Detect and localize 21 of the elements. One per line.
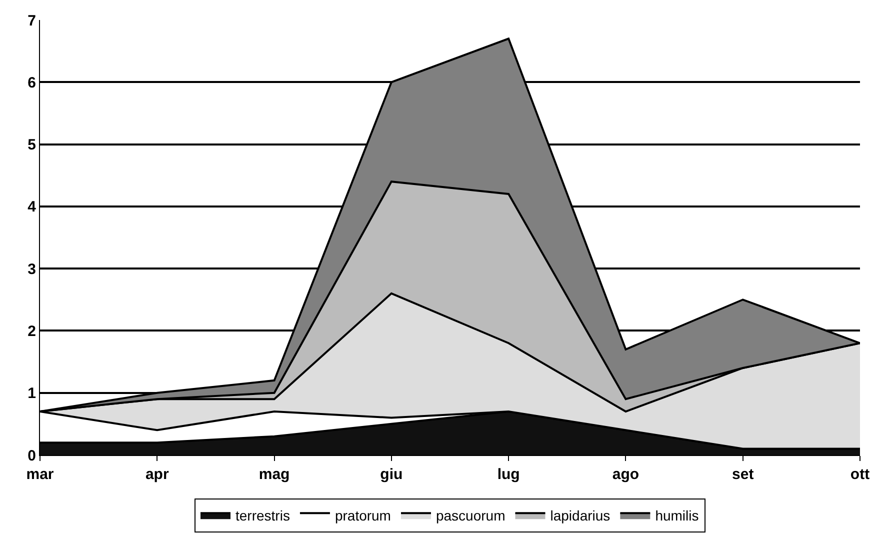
x-tick-label: mar xyxy=(26,466,54,483)
x-tick-label: mag xyxy=(258,466,290,483)
x-tick-label: ago xyxy=(612,466,640,483)
legend-label: terrestris xyxy=(236,508,290,524)
x-tick-label: giu xyxy=(380,466,403,483)
legend-label: lapidarius xyxy=(550,508,610,524)
y-tick-label: 3 xyxy=(28,260,36,278)
legend-label: pascuorum xyxy=(436,508,506,524)
y-tick-label: 4 xyxy=(28,198,37,216)
x-tick-label: lug xyxy=(497,466,520,483)
legend-label: humilis xyxy=(655,508,699,524)
y-tick-label: 2 xyxy=(28,322,36,340)
y-tick-label: 1 xyxy=(28,385,36,402)
y-tick-label: 7 xyxy=(28,12,36,30)
y-tick-label: 6 xyxy=(28,74,36,92)
x-tick-label: apr xyxy=(145,466,169,483)
legend-label: pratorum xyxy=(334,508,391,524)
y-tick-label: 0 xyxy=(28,447,36,464)
x-tick-label: set xyxy=(732,466,754,483)
y-tick-label: 5 xyxy=(28,136,36,154)
x-tick-label: ott xyxy=(850,466,870,483)
